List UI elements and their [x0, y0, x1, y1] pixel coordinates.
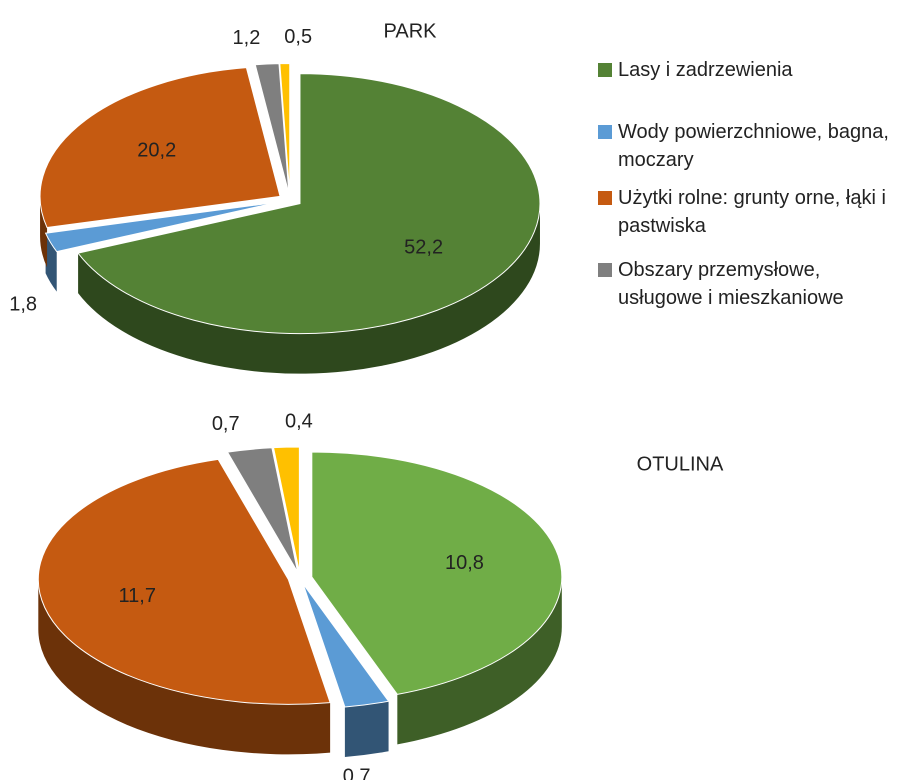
slice [226, 447, 299, 573]
slice-side [38, 579, 331, 755]
data-label: 11,7 [119, 585, 156, 607]
legend-swatch [598, 125, 612, 139]
legend-item: Wody powierzchniowe, bagna, moczary [598, 118, 896, 174]
data-label: 20,2 [137, 140, 176, 162]
slice [77, 73, 541, 335]
slice-side [344, 701, 389, 758]
chart-title: OTULINA [637, 453, 724, 475]
data-label: 10,8 [445, 552, 484, 574]
slice [254, 63, 290, 194]
chart-title: PARK [384, 20, 438, 42]
data-label: 0,7 [343, 765, 371, 780]
legend-item: Lasy i zadrzewienia [598, 56, 896, 84]
data-label: 0,7 [212, 413, 240, 435]
data-label: 52,2 [404, 237, 443, 259]
legend-swatch [598, 191, 612, 205]
legend-label: Lasy i zadrzewienia [618, 59, 793, 81]
legend-item: Obszary przemysłowe, usługowe i mieszkan… [598, 256, 896, 312]
legend-swatch [598, 63, 612, 77]
legend-label: Wody powierzchniowe, bagna, moczary [618, 121, 889, 171]
slice-side [78, 203, 540, 374]
data-label: 0,4 [285, 410, 313, 432]
slice [302, 583, 390, 708]
legend-swatch [598, 263, 612, 277]
data-label: 0,5 [284, 26, 312, 48]
data-label: 1,2 [233, 27, 261, 49]
slice [272, 446, 300, 573]
data-label: 1,8 [9, 294, 37, 316]
slice [44, 201, 279, 253]
slice-side [397, 576, 562, 745]
slice [311, 451, 563, 695]
legend-item: Użytki rolne: grunty orne, łąki i pastwi… [598, 184, 896, 240]
legend-label: Użytki rolne: grunty orne, łąki i pastwi… [618, 187, 886, 237]
slice [37, 458, 331, 705]
legend-label: Obszary przemysłowe, usługowe i mieszkan… [618, 259, 844, 309]
slice [279, 63, 291, 194]
slice [39, 67, 281, 229]
